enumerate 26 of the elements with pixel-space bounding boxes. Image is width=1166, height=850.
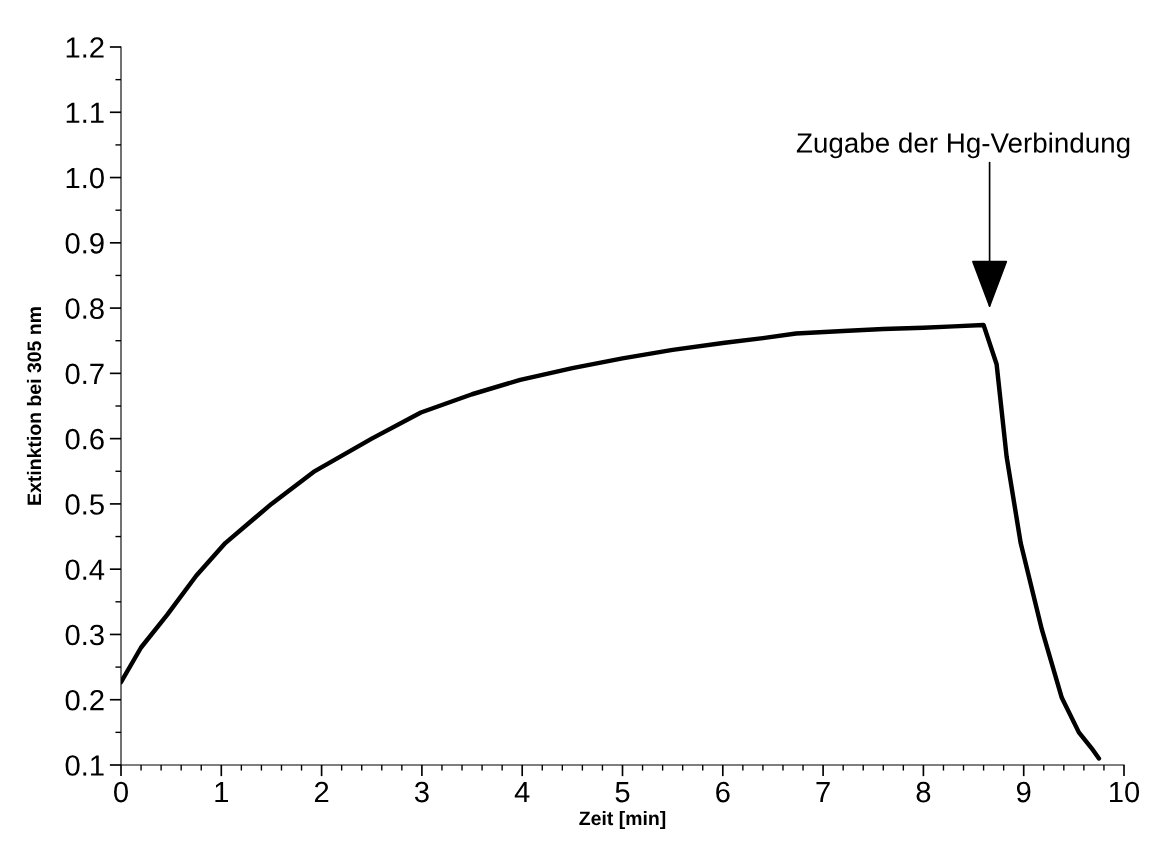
x-tick-label: 10 bbox=[1110, 781, 1140, 803]
annotation: Zugabe der Hg-Verbindung bbox=[796, 132, 1130, 159]
y-tick-label: 0.6 bbox=[65, 428, 104, 450]
y-tick-label: 0.4 bbox=[65, 559, 105, 581]
y-tick-label: 0.3 bbox=[65, 624, 104, 646]
y-tick-label: 0.7 bbox=[65, 363, 104, 385]
y-tick-label: 0.2 bbox=[65, 689, 104, 711]
x-axis-title: Zeit [min] bbox=[579, 810, 666, 830]
x-tick-label: 6 bbox=[716, 781, 730, 803]
x-tick-label: 5 bbox=[615, 782, 630, 803]
x-tick-label: 2 bbox=[314, 781, 329, 803]
y-tick-label: 0.9 bbox=[65, 233, 104, 254]
y-tick-label: 0.1 bbox=[65, 755, 104, 776]
x-tick-label: 7 bbox=[816, 782, 830, 803]
x-tick-label: 3 bbox=[414, 781, 429, 803]
x-tick-label: 4 bbox=[514, 782, 530, 803]
y-axis-title: Extinktion bei 305 nm bbox=[26, 307, 42, 505]
x-tick-label: 0 bbox=[114, 781, 128, 803]
y-tick-label: 1.0 bbox=[66, 167, 104, 189]
y-tick-label: 1.2 bbox=[66, 37, 104, 58]
y-tick-label: 0.5 bbox=[65, 494, 104, 515]
y-tick-label: 1.1 bbox=[66, 102, 104, 123]
y-tick-label: 0.8 bbox=[65, 298, 104, 319]
x-tick-label: 9 bbox=[1016, 781, 1031, 803]
x-tick-label: 1 bbox=[215, 782, 228, 803]
x-tick-label: 8 bbox=[916, 781, 931, 803]
